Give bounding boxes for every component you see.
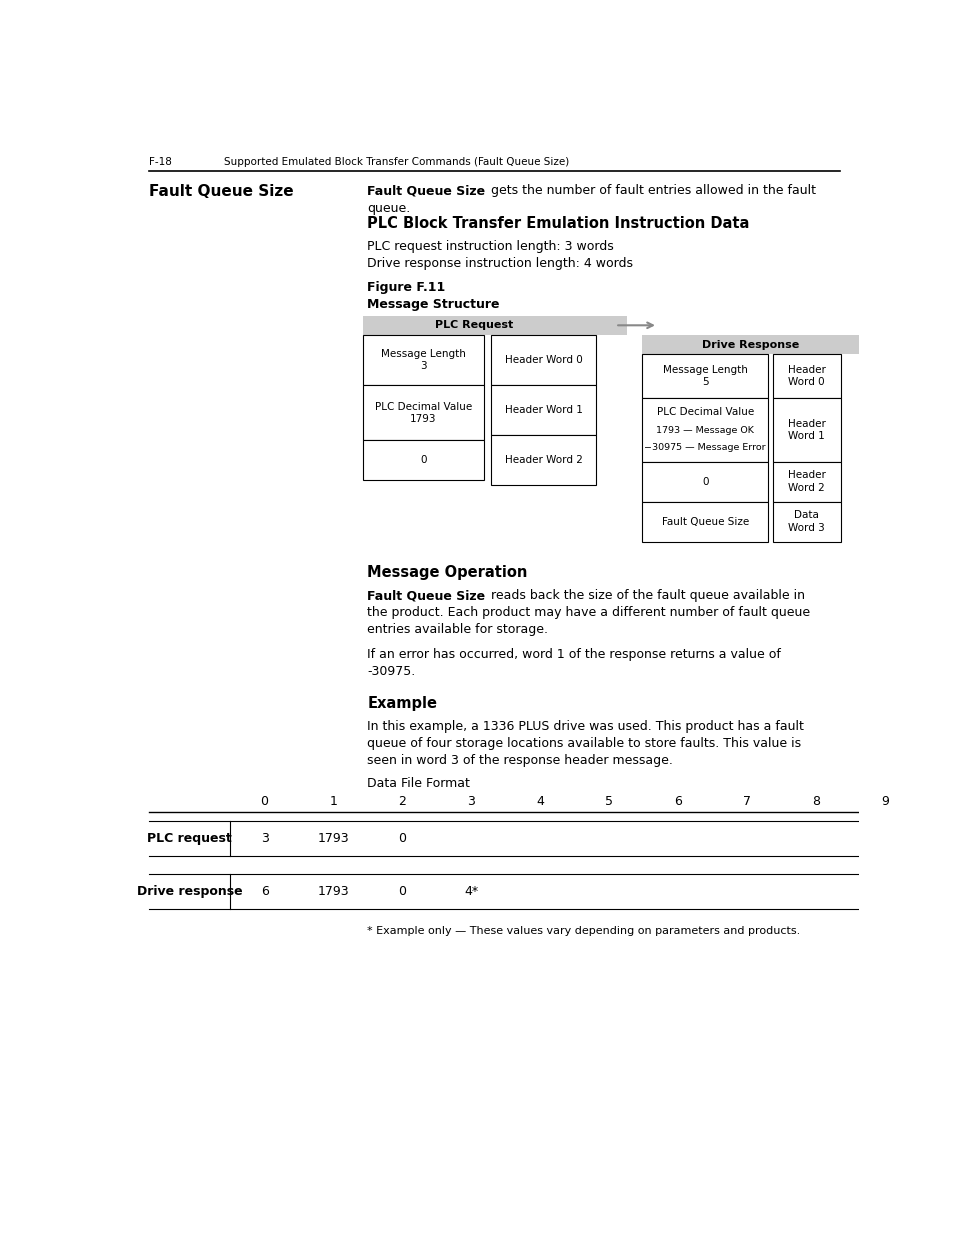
Text: PLC request instruction length: 3 words: PLC request instruction length: 3 words <box>367 240 614 253</box>
Text: 1793: 1793 <box>317 832 349 845</box>
Text: 5: 5 <box>701 377 708 388</box>
Text: reads back the size of the fault queue available in: reads back the size of the fault queue a… <box>487 589 804 603</box>
Text: PLC request: PLC request <box>147 832 232 845</box>
Text: seen in word 3 of the response header message.: seen in word 3 of the response header me… <box>367 755 673 767</box>
Text: −30975 — Message Error: −30975 — Message Error <box>643 443 765 452</box>
Text: F-18: F-18 <box>149 157 172 168</box>
Text: PLC Request: PLC Request <box>435 320 513 330</box>
Text: 0: 0 <box>398 832 406 845</box>
Text: Drive response: Drive response <box>136 885 242 898</box>
Text: Header
Word 1: Header Word 1 <box>787 419 824 441</box>
Text: 0: 0 <box>398 885 406 898</box>
Bar <box>491 335 596 384</box>
Text: PLC Block Transfer Emulation Instruction Data: PLC Block Transfer Emulation Instruction… <box>367 216 749 231</box>
Bar <box>491 435 596 484</box>
Bar <box>363 440 483 480</box>
Text: 1: 1 <box>329 795 337 808</box>
Text: If an error has occurred, word 1 of the response returns a value of: If an error has occurred, word 1 of the … <box>367 648 781 661</box>
Text: Header
Word 0: Header Word 0 <box>787 364 824 388</box>
Text: 4*: 4* <box>464 885 478 898</box>
Bar <box>641 353 767 399</box>
Text: 6: 6 <box>260 885 268 898</box>
Text: 8: 8 <box>812 795 820 808</box>
Text: gets the number of fault entries allowed in the fault: gets the number of fault entries allowed… <box>487 184 816 198</box>
Text: Message Length: Message Length <box>662 366 747 375</box>
Text: 0: 0 <box>419 454 426 466</box>
Bar <box>772 353 840 399</box>
Text: 9: 9 <box>881 795 888 808</box>
Text: In this example, a 1336 PLUS drive was used. This product has a fault: In this example, a 1336 PLUS drive was u… <box>367 720 803 734</box>
Text: Header Word 2: Header Word 2 <box>504 454 582 464</box>
Bar <box>772 462 840 501</box>
Text: Drive response instruction length: 4 words: Drive response instruction length: 4 wor… <box>367 257 633 269</box>
Text: Message Structure: Message Structure <box>367 298 499 310</box>
Bar <box>772 399 840 462</box>
Bar <box>363 316 626 335</box>
Text: Message Operation: Message Operation <box>367 564 527 579</box>
Text: Fault Queue Size: Fault Queue Size <box>660 516 748 526</box>
Text: PLC Decimal Value: PLC Decimal Value <box>375 401 472 412</box>
Text: Example: Example <box>367 695 436 710</box>
Text: -30975.: -30975. <box>367 664 416 678</box>
Text: 6: 6 <box>674 795 681 808</box>
Bar <box>363 335 483 384</box>
Text: 1793: 1793 <box>410 414 436 425</box>
Text: Message Length: Message Length <box>380 350 465 359</box>
Bar <box>363 384 483 440</box>
Text: 1793 — Message OK: 1793 — Message OK <box>656 426 753 435</box>
Text: PLC Decimal Value: PLC Decimal Value <box>656 406 753 416</box>
Bar <box>491 384 596 435</box>
Text: 4: 4 <box>536 795 544 808</box>
Text: Fault Queue Size: Fault Queue Size <box>367 589 485 603</box>
Text: 3: 3 <box>260 832 268 845</box>
Bar <box>772 501 840 542</box>
Text: Header Word 1: Header Word 1 <box>504 405 582 415</box>
Bar <box>641 501 767 542</box>
Text: entries available for storage.: entries available for storage. <box>367 624 548 636</box>
Text: Drive Response: Drive Response <box>701 340 799 350</box>
Text: 0: 0 <box>260 795 269 808</box>
Text: queue.: queue. <box>367 203 410 215</box>
Text: Fault Queue Size: Fault Queue Size <box>367 184 485 198</box>
Text: Data File Format: Data File Format <box>367 777 470 790</box>
Text: Fault Queue Size: Fault Queue Size <box>149 184 293 199</box>
Text: 2: 2 <box>398 795 406 808</box>
Text: Data
Word 3: Data Word 3 <box>787 510 824 532</box>
Text: Header Word 0: Header Word 0 <box>504 354 582 364</box>
Text: 0: 0 <box>701 477 708 487</box>
Text: * Example only — These values vary depending on parameters and products.: * Example only — These values vary depen… <box>367 926 800 936</box>
Text: 5: 5 <box>605 795 613 808</box>
Text: 7: 7 <box>742 795 751 808</box>
Bar <box>641 462 767 501</box>
Text: 3: 3 <box>467 795 475 808</box>
Bar <box>641 399 767 462</box>
Bar <box>641 336 859 353</box>
Text: Header
Word 2: Header Word 2 <box>787 471 824 493</box>
Text: 1793: 1793 <box>317 885 349 898</box>
Text: 3: 3 <box>419 362 426 372</box>
Text: queue of four storage locations available to store faults. This value is: queue of four storage locations availabl… <box>367 737 801 750</box>
Text: the product. Each product may have a different number of fault queue: the product. Each product may have a dif… <box>367 606 809 619</box>
Text: Supported Emulated Block Transfer Commands (Fault Queue Size): Supported Emulated Block Transfer Comman… <box>224 157 569 168</box>
Text: Figure F.11: Figure F.11 <box>367 280 445 294</box>
